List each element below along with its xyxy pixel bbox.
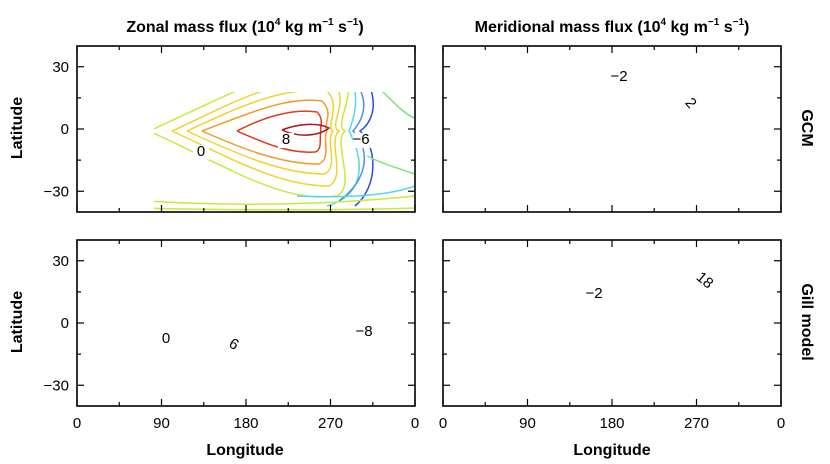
contour-line [366, 155, 416, 175]
xlabel-right: Longitude [573, 442, 650, 459]
ylabel-top: Latitude [9, 97, 26, 159]
plot-background [443, 240, 781, 406]
y-tick-label: 0 [61, 121, 69, 138]
row-label-gcm: GCM [798, 109, 815, 146]
contour-line [281, 123, 331, 136]
contour-line [186, 92, 335, 175]
x-tick-label: 180 [233, 415, 258, 432]
contour-label-bg [611, 70, 633, 85]
contour-label: 0 [162, 330, 170, 347]
xlabel-left: Longitude [206, 442, 283, 459]
row-label-gill: Gill model [798, 283, 815, 360]
contour-label-bg [222, 334, 244, 356]
title-meridional: Meridional mass flux (104 kg m−1 s−1) [475, 17, 750, 36]
x-tick-label: 90 [519, 415, 536, 432]
y-tick-label: 30 [52, 59, 69, 76]
contour-label-bg [158, 332, 174, 347]
y-tick-label: 0 [61, 315, 69, 332]
x-tick-label: 0 [411, 415, 419, 432]
contour-label-bg [586, 287, 608, 302]
contour-line [154, 207, 416, 211]
contour-line [171, 92, 341, 187]
plot-background [77, 240, 415, 406]
contour-label: 0 [197, 143, 205, 160]
contour-label: −2 [610, 68, 627, 85]
contour-label-bg [353, 133, 375, 148]
contour-label: −8 [355, 323, 372, 340]
contour-line [296, 185, 416, 198]
contour-label-bg [678, 93, 701, 115]
contour-label-bg [693, 270, 720, 296]
contour-label-bg [356, 325, 378, 340]
x-tick-label: 180 [599, 415, 624, 432]
title-zonal: Zonal mass flux (104 kg m−1 s−1) [126, 17, 363, 36]
plot-background [77, 46, 415, 212]
contour-line [381, 92, 416, 119]
contour-label: −6 [352, 131, 369, 148]
contour-line [154, 92, 350, 198]
contour-label: 8 [282, 131, 290, 148]
contour-line [201, 99, 329, 165]
x-tick-label: 270 [318, 415, 343, 432]
panel-zonal-gcm: 0 8 −6 30 0 −30 [44, 45, 416, 213]
contour-label-bg [278, 133, 294, 148]
x-tick-label: 0 [439, 415, 447, 432]
y-tick-label: −30 [44, 377, 69, 394]
contour-group [154, 92, 416, 211]
y-tick-label: 30 [52, 253, 69, 270]
contour-label: −2 [585, 285, 602, 302]
ylabel-bottom: Latitude [9, 291, 26, 353]
contour-line [338, 92, 366, 202]
y-tick-label: −30 [44, 183, 69, 200]
x-tick-label: 90 [153, 415, 170, 432]
x-tick-label: 0 [777, 415, 785, 432]
x-tick-label: 0 [73, 415, 81, 432]
contour-line [236, 110, 323, 153]
panel-meridional-gcm: −22 [442, 45, 782, 213]
contour-line [154, 195, 416, 206]
contour-line [354, 92, 374, 207]
contour-label-bg [193, 145, 209, 160]
x-tick-label: 270 [684, 415, 709, 432]
